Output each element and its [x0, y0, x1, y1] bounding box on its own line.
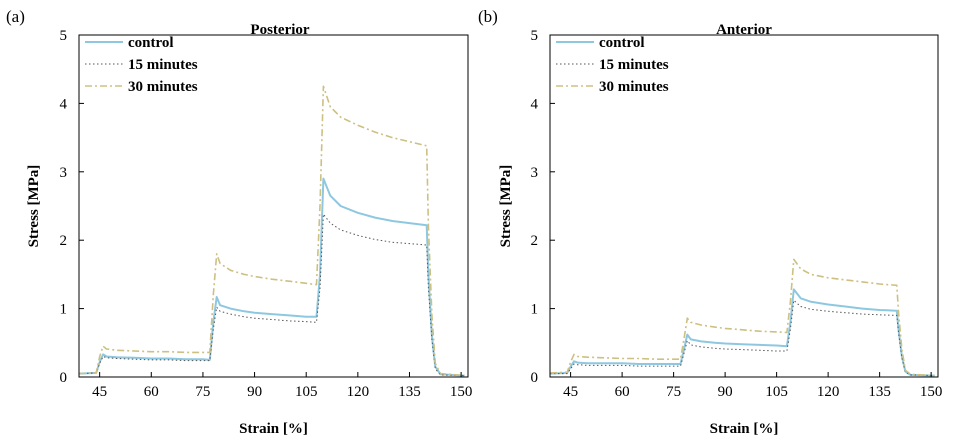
panel-label: (a) [6, 7, 25, 26]
y-tick-label: 0 [60, 370, 68, 386]
plot-frame [78, 34, 469, 378]
series-line-30-minutes [549, 258, 935, 377]
y-tick-label: 2 [531, 233, 539, 249]
x-tick-label: 150 [920, 384, 943, 400]
y-tick-label: 1 [60, 302, 68, 318]
y-axis-label: Stress [MPa] [498, 165, 514, 248]
x-tick-label: 75 [666, 384, 681, 400]
y-tick-label: 3 [531, 165, 539, 181]
legend-label: control [599, 35, 645, 51]
x-tick-label: 105 [765, 384, 788, 400]
x-tick-label: 135 [398, 384, 421, 400]
chart-title: Posterior [250, 22, 309, 38]
y-tick-label: 1 [531, 302, 539, 318]
x-tick-label: 135 [868, 384, 891, 400]
y-tick-label: 4 [60, 96, 68, 112]
x-tick-label: 120 [817, 384, 840, 400]
y-tick-label: 4 [531, 96, 539, 112]
series-line-15-minutes [78, 213, 465, 377]
chart-title: Anterior [716, 22, 772, 38]
y-tick-label: 0 [531, 370, 539, 386]
x-tick-label: 105 [295, 384, 318, 400]
y-tick-label: 5 [531, 28, 539, 44]
x-axis-label: Strain [%] [710, 421, 779, 437]
panel-label: (b) [478, 7, 498, 26]
y-tick-label: 3 [60, 165, 68, 181]
x-tick-label: 45 [563, 384, 578, 400]
legend-label: 15 minutes [128, 57, 198, 73]
y-tick-label: 5 [60, 28, 68, 44]
legend-label: 30 minutes [599, 79, 669, 95]
x-tick-label: 120 [347, 384, 370, 400]
y-axis-label: Stress [MPa] [26, 165, 42, 248]
x-tick-label: 75 [195, 384, 210, 400]
x-tick-label: 150 [450, 384, 473, 400]
legend-label: control [128, 35, 174, 51]
legend-label: 15 minutes [599, 57, 669, 73]
x-axis-label: Strain [%] [239, 421, 308, 437]
y-tick-label: 2 [60, 233, 68, 249]
x-tick-label: 45 [92, 384, 107, 400]
x-tick-label: 60 [144, 384, 159, 400]
series-line-15-minutes [550, 299, 935, 377]
legend-label: 30 minutes [128, 79, 198, 95]
series-line-control [549, 288, 935, 377]
x-tick-label: 90 [247, 384, 262, 400]
series-line-control [78, 177, 465, 377]
x-tick-label: 90 [718, 384, 733, 400]
series-line-30-minutes [78, 85, 465, 377]
plot-frame [549, 34, 939, 378]
x-tick-label: 60 [615, 384, 630, 400]
